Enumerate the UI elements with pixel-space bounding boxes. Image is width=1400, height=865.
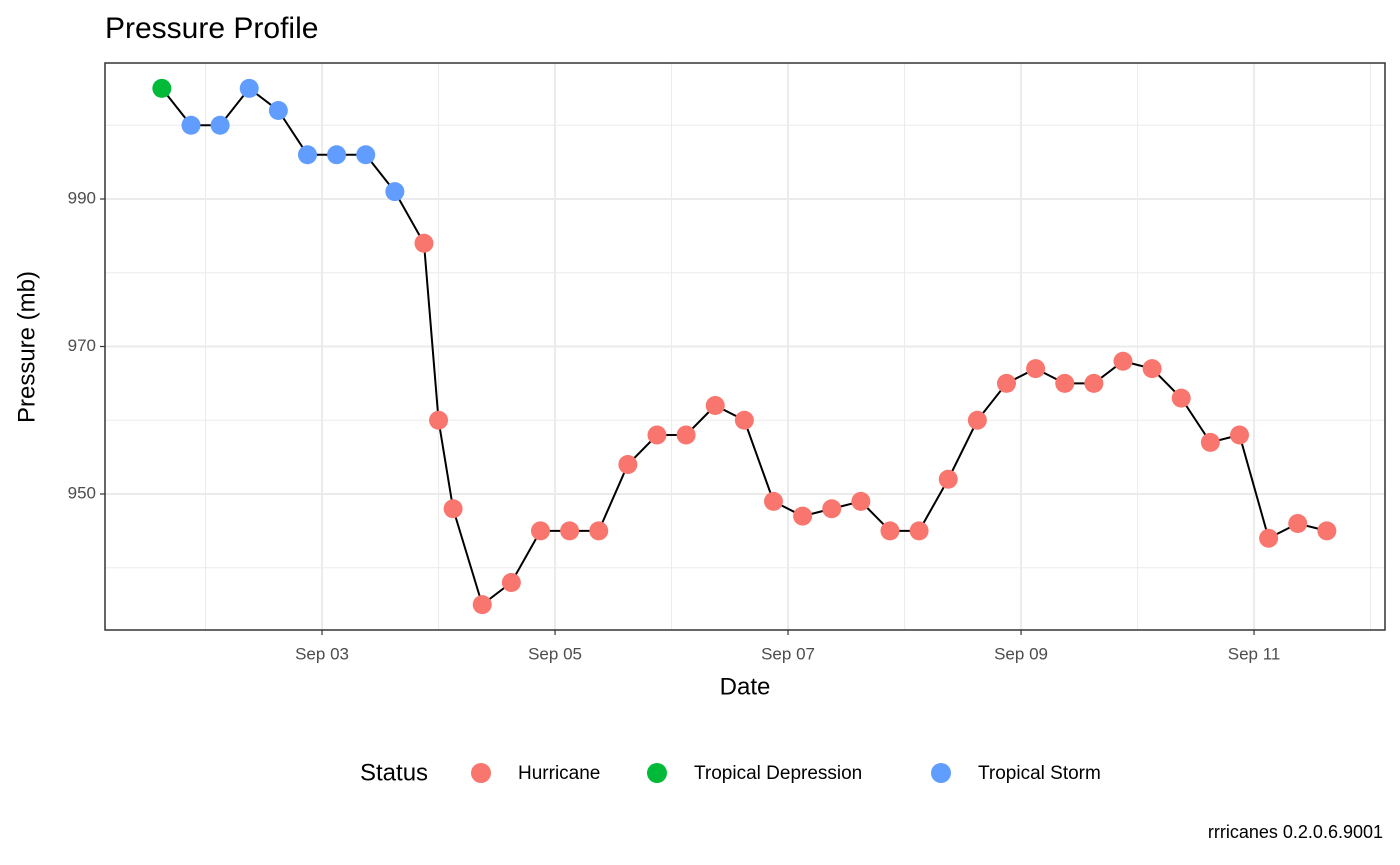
data-point [239, 78, 259, 98]
data-point [1171, 388, 1191, 408]
data-point [647, 425, 667, 445]
y-tick-label: 950 [68, 483, 96, 502]
data-point [589, 521, 609, 541]
data-point [676, 425, 696, 445]
data-point [851, 491, 871, 511]
data-point [618, 455, 638, 475]
y-tick-label: 970 [68, 336, 96, 355]
data-point [181, 115, 201, 135]
chart-title: Pressure Profile [105, 12, 318, 45]
x-tick-label: Sep 07 [761, 644, 815, 663]
data-point [1055, 373, 1075, 393]
data-point [356, 145, 376, 165]
caption: rrricanes 0.2.0.6.9001 [1208, 822, 1383, 842]
data-point [996, 373, 1016, 393]
plot-border [104, 62, 1386, 631]
data-point [734, 410, 754, 430]
x-tick-label: Sep 03 [295, 644, 349, 663]
x-tick-label: Sep 09 [994, 644, 1048, 663]
data-point [938, 469, 958, 489]
legend-label: Hurricane [518, 763, 600, 784]
data-point [909, 521, 929, 541]
data-point [414, 233, 434, 253]
legend-label: Tropical Depression [694, 763, 862, 784]
data-point [822, 499, 842, 519]
data-point [385, 182, 405, 202]
legend-title: Status [360, 759, 428, 786]
data-point [1084, 373, 1104, 393]
data-point [501, 573, 521, 593]
legend-marker [471, 763, 491, 783]
data-point [1259, 528, 1279, 548]
y-tick-label: 990 [68, 188, 96, 207]
data-point [1026, 359, 1046, 379]
data-point [560, 521, 580, 541]
data-point [793, 506, 813, 526]
data-point [1288, 514, 1308, 534]
data-point [429, 410, 449, 430]
data-point [210, 115, 230, 135]
x-tick-label: Sep 05 [528, 644, 582, 663]
data-point [268, 100, 288, 120]
data-point [530, 521, 550, 541]
data-point [472, 595, 492, 615]
data-point [1200, 432, 1220, 452]
data-point [1113, 351, 1133, 371]
legend-marker [647, 763, 667, 783]
x-tick-label: Sep 11 [1228, 644, 1281, 663]
data-point [763, 491, 783, 511]
data-point [443, 499, 463, 519]
data-point [705, 396, 725, 416]
legend-label: Tropical Storm [978, 763, 1101, 784]
data-point [297, 145, 317, 165]
x-axis-label: Date [720, 673, 771, 700]
y-axis-label: Pressure (mb) [13, 271, 40, 423]
data-point [1317, 521, 1337, 541]
data-point [967, 410, 987, 430]
data-point [1229, 425, 1249, 445]
legend-marker [931, 763, 951, 783]
data-point [152, 78, 172, 98]
data-point [880, 521, 900, 541]
data-point [327, 145, 347, 165]
data-point [1142, 359, 1162, 379]
